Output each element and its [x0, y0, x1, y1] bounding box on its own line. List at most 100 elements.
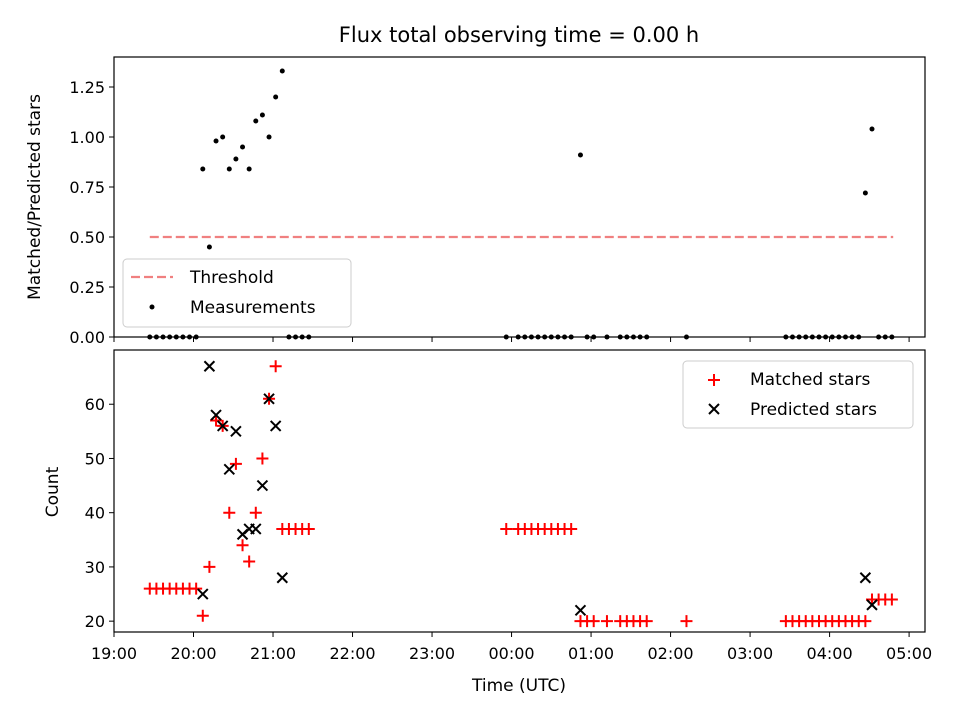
bottom-legend-box: [682, 360, 914, 429]
top-measurements-point: [803, 334, 809, 340]
top-measurements-point: [503, 334, 509, 340]
top-measurements-point: [240, 144, 246, 150]
bottom-y-tick-label: 30: [85, 558, 105, 577]
bottom-axes-frame: [113, 349, 926, 633]
top-measurements-point: [796, 334, 802, 340]
bottom-predicted-stars-point: [203, 360, 216, 372]
top-measurements-point: [816, 334, 822, 340]
top-measurements-point: [604, 334, 610, 340]
bottom-predicted-stars-point: [269, 420, 282, 432]
top-measurements-point: [253, 118, 259, 124]
top-legend-box: [122, 258, 352, 328]
bottom-x-tick-label: 05:00: [886, 644, 932, 663]
bottom-matched-stars-point: [600, 615, 613, 628]
legend-threshold-label: Threshold: [189, 268, 274, 288]
bottom-y-tick-label: 60: [85, 395, 105, 414]
top-measurements-point: [836, 334, 842, 340]
top-measurements-point: [617, 334, 623, 340]
bottom-matched-stars-point: [190, 582, 203, 595]
top-measurements-point: [535, 334, 541, 340]
top-measurements-point: [591, 334, 597, 340]
top-measurements-point: [293, 334, 299, 340]
top-measurements-point: [187, 334, 193, 340]
top-measurements-point: [889, 334, 895, 340]
bottom-predicted-stars-point: [256, 479, 269, 492]
bottom-matched-stars-point: [565, 522, 578, 535]
legend-predicted-marker: [708, 403, 720, 415]
top-measurements-point: [153, 334, 159, 340]
top-measurements-point: [167, 334, 173, 340]
bottom-matched-stars-point: [229, 457, 242, 470]
top-measurements-point: [173, 334, 179, 340]
bottom-predicted-stars-point: [859, 572, 872, 584]
top-measurements-point: [856, 334, 862, 340]
top-measurements-point: [577, 152, 583, 158]
bottom-y-tick-label: 40: [85, 504, 105, 523]
top-measurements-point: [584, 334, 590, 340]
top-measurements-point: [548, 334, 554, 340]
top-y-tick-label: 0.75: [69, 178, 105, 197]
bottom-matched-stars-point: [196, 609, 209, 622]
bottom-predicted-stars-point: [866, 599, 878, 611]
top-measurements-point: [299, 334, 305, 340]
top-measurements-point: [279, 68, 285, 74]
bottom-x-tick-label: 22:00: [329, 644, 375, 663]
bottom-predicted-stars-point: [250, 523, 262, 535]
top-measurements-point: [876, 334, 882, 340]
bottom-x-tick-label: 20:00: [170, 644, 216, 663]
bottom-matched-stars-point: [859, 615, 872, 628]
bottom-x-tick-label: 23:00: [409, 644, 455, 663]
top-measurements-point: [306, 334, 312, 340]
bottom-predicted-stars-point: [230, 425, 242, 438]
bottom-matched-stars-point: [587, 615, 600, 628]
bottom-matched-stars-point: [249, 506, 262, 519]
bottom-x-tick-label: 03:00: [727, 644, 773, 663]
top-measurements-point: [286, 334, 292, 340]
bottom-predicted-stars-point: [263, 393, 275, 405]
bottom-matched-stars-point: [210, 414, 223, 427]
top-measurements-point: [562, 334, 568, 340]
bottom-predicted-stars-point: [210, 409, 222, 421]
bottom-matched-stars-point: [243, 555, 256, 568]
top-measurements-point: [147, 334, 153, 340]
legend-predicted-label: Predicted stars: [750, 400, 877, 420]
top-measurements-point: [568, 334, 574, 340]
bottom-matched-stars-point: [302, 522, 315, 535]
top-measurements-point: [266, 134, 272, 140]
top-y-tick-label: 1.25: [69, 78, 105, 97]
top-measurements-point: [644, 334, 650, 340]
bottom-predicted-stars-point: [276, 572, 289, 584]
top-measurements-point: [637, 334, 643, 340]
bottom-matched-stars-point: [640, 615, 653, 628]
top-y-axis-label: Matched/Predicted stars: [25, 94, 45, 300]
top-y-tick-label: 0.50: [69, 228, 105, 247]
top-measurements-point: [246, 166, 252, 172]
top-measurements-point: [193, 334, 199, 340]
bottom-x-tick-label: 00:00: [488, 644, 534, 663]
top-measurements-point: [683, 334, 689, 340]
bottom-x-tick-label: 02:00: [648, 644, 694, 663]
top-measurements-point: [869, 126, 875, 132]
top-measurements-point: [829, 334, 835, 340]
bottom-y-tick-label: 50: [85, 449, 105, 468]
top-measurements-point: [542, 334, 548, 340]
top-measurements-point: [522, 334, 528, 340]
legend-measurements-label: Measurements: [190, 298, 316, 318]
bottom-matched-stars-point: [203, 560, 216, 573]
bottom-x-tick-label: 01:00: [568, 644, 614, 663]
top-legend: Threshold Measurements: [122, 258, 352, 328]
top-measurements-point: [220, 134, 226, 140]
top-measurements-point: [206, 244, 212, 250]
bottom-matched-stars-point: [500, 522, 513, 535]
bottom-predicted-stars-point: [216, 420, 229, 432]
bottom-x-tick-label: 21:00: [250, 644, 296, 663]
top-measurements-point: [862, 190, 868, 196]
bottom-matched-stars-point: [256, 452, 269, 465]
top-measurements-point: [273, 94, 279, 100]
top-y-tick-label: 1.00: [69, 128, 105, 147]
bottom-x-tick-label: 19:00: [91, 644, 137, 663]
top-measurements-point: [233, 156, 239, 162]
top-measurements-point: [624, 334, 630, 340]
top-plot-area: 0.00 0.25 0.50 0.75 1.00 1.25: [69, 56, 926, 347]
